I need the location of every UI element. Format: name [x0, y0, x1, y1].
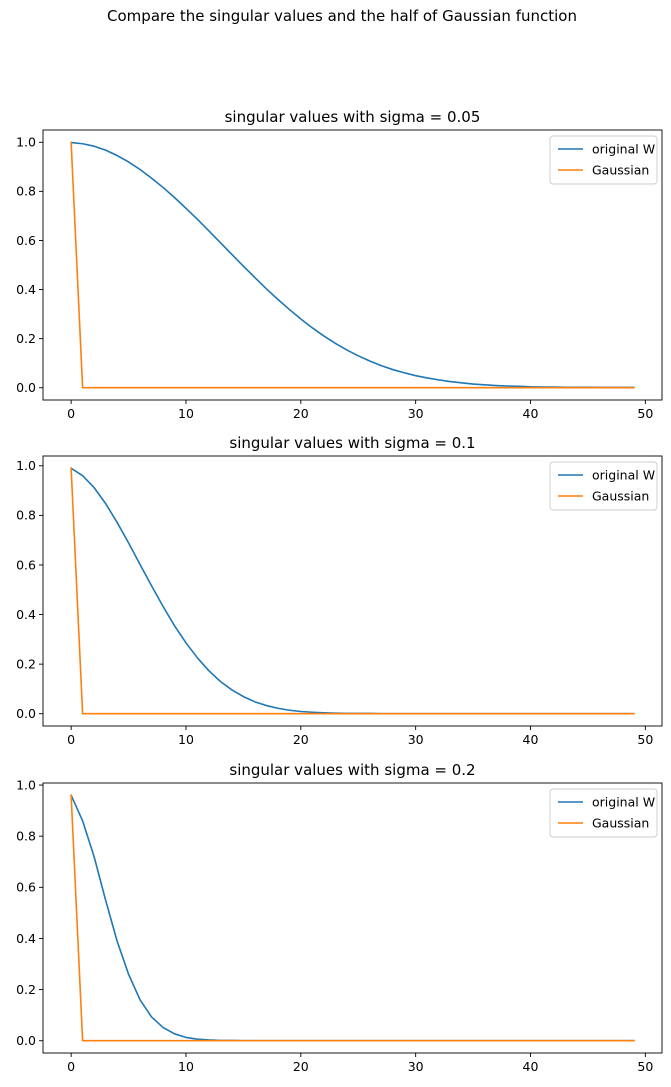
y-tick-label: 0.8 — [16, 508, 36, 523]
series-line-gaussian — [70, 467, 635, 715]
series-line-gaussian — [70, 794, 635, 1042]
y-tick-label: 0.0 — [16, 380, 36, 395]
series-line-gaussian — [70, 141, 635, 389]
legend-label-gaussian: Gaussian — [592, 815, 649, 830]
legend-label-original-w: original W — [592, 794, 655, 809]
y-tick-label: 0.4 — [16, 282, 36, 297]
x-tick-label: 10 — [178, 1059, 194, 1074]
x-tick-label: 30 — [408, 1059, 424, 1074]
x-tick-label: 0 — [67, 732, 75, 747]
x-tick-label: 40 — [523, 732, 539, 747]
y-tick-label: 0.8 — [16, 184, 36, 199]
figure-suptitle: Compare the singular values and the half… — [107, 7, 577, 25]
y-tick-label: 1.0 — [16, 458, 36, 473]
x-tick-label: 50 — [637, 732, 653, 747]
x-tick-label: 20 — [293, 732, 309, 747]
axes-frame — [42, 782, 663, 1054]
legend-label-gaussian: Gaussian — [592, 162, 649, 177]
x-tick-label: 50 — [637, 406, 653, 421]
y-tick-label: 0.6 — [16, 557, 36, 572]
legend-label-original-w: original W — [592, 467, 655, 482]
subplot-sigma-0-05: singular values with sigma = 0.05 0 10 20 30… — [16, 108, 663, 421]
axes-frame — [42, 455, 663, 727]
axes-title: singular values with sigma = 0.2 — [229, 761, 475, 779]
x-tick-label: 40 — [523, 406, 539, 421]
y-tick-label: 1.0 — [16, 777, 36, 792]
legend-box — [549, 788, 658, 838]
y-tick-label: 0.2 — [16, 656, 36, 671]
x-tick-label: 30 — [408, 732, 424, 747]
y-tick-label: 0.6 — [16, 233, 36, 248]
y-tick-label: 1.0 — [16, 135, 36, 150]
x-tick-label: 0 — [67, 406, 75, 421]
x-tick-label: 10 — [178, 406, 194, 421]
y-tick-label: 0.0 — [16, 1033, 36, 1048]
y-tick-label: 0.4 — [16, 931, 36, 946]
axes-title: singular values with sigma = 0.05 — [225, 108, 481, 126]
legend-label-gaussian: Gaussian — [592, 488, 649, 503]
y-tick-label: 0.8 — [16, 828, 36, 843]
x-tick-label: 50 — [637, 1059, 653, 1074]
x-tick-label: 10 — [178, 732, 194, 747]
x-tick-label: 20 — [293, 406, 309, 421]
axes-title: singular values with sigma = 0.1 — [229, 434, 475, 452]
legend-label-original-w: original W — [592, 141, 655, 156]
y-tick-label: 0.0 — [16, 706, 36, 721]
y-tick-label: 0.2 — [16, 331, 36, 346]
x-tick-label: 0 — [67, 1059, 75, 1074]
y-tick-label: 0.6 — [16, 880, 36, 895]
legend-box — [549, 135, 658, 185]
x-tick-label: 20 — [293, 1059, 309, 1074]
y-tick-label: 0.2 — [16, 982, 36, 997]
x-tick-label: 40 — [523, 1059, 539, 1074]
subplot-sigma-0-2: singular values with sigma = 0.2 0 10 20 30 4… — [16, 761, 663, 1074]
subplot-sigma-0-1: singular values with sigma = 0.1 0 10 20 30 4… — [16, 434, 663, 747]
y-tick-label: 0.4 — [16, 607, 36, 622]
x-tick-label: 30 — [408, 406, 424, 421]
legend-box — [549, 461, 658, 511]
axes-frame — [42, 129, 663, 401]
